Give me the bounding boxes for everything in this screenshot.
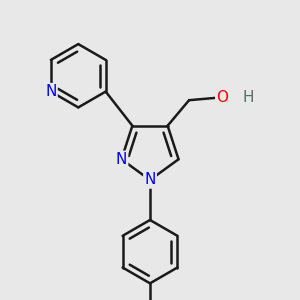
Text: H: H <box>242 90 254 105</box>
Text: N: N <box>116 152 127 167</box>
Text: N: N <box>144 172 156 188</box>
Text: N: N <box>45 84 56 99</box>
Text: O: O <box>216 90 228 105</box>
